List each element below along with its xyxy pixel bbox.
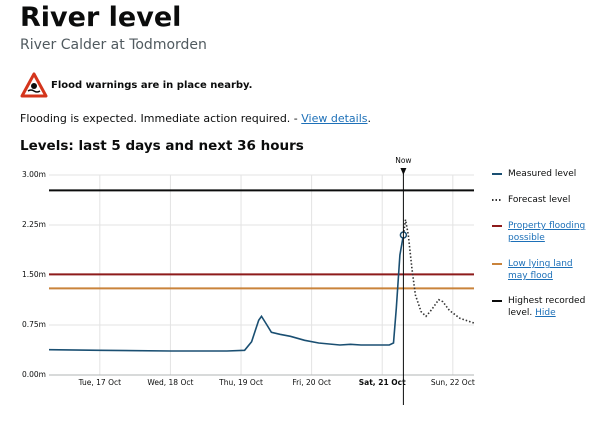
x-tick-label: Tue, 17 Oct [78,378,122,387]
now-label: Now [395,156,411,165]
legend-item: Highest recorded level. Hide [508,295,590,319]
legend-label: Highest recorded level. [508,296,586,318]
legend-label: Forecast level [508,195,571,205]
x-tick-label: Sun, 22 Oct [431,378,475,387]
x-tick-label: Wed, 18 Oct [147,378,193,387]
view-details-link[interactable]: View details [301,112,368,125]
warning-title: Flood warnings are in place nearby. [51,80,253,91]
y-tick-label: 0.75m [22,320,46,329]
legend-label[interactable]: Property flooding possible [508,221,586,243]
warning-icon [20,72,48,98]
series-line [48,234,405,352]
warning-message: Flooding is expected. Immediate action r… [20,112,371,125]
y-tick-label: 3.00m [22,170,46,179]
y-tick-label: 1.50m [22,270,46,279]
x-tick-label: Fri, 20 Oct [292,378,331,387]
y-tick-label: 0.00m [22,370,46,379]
x-tick-label: Sat, 21 Oct [359,378,406,387]
message-text: Flooding is expected. Immediate action r… [20,112,298,125]
legend-label: Measured level [508,169,577,179]
x-tick-label: Thu, 19 Oct [218,378,263,387]
page-subtitle: River Calder at Todmorden [20,37,207,53]
message-end: . [367,112,372,125]
legend-item: Low lying land may flood [508,258,590,282]
legend-label[interactable]: Low lying land may flood [508,259,573,281]
legend-item: Property flooding possible [508,220,590,244]
now-marker [400,168,407,175]
y-tick-label: 2.25m [22,220,46,229]
section-title: Levels: last 5 days and next 36 hours [20,138,304,154]
page-title: River level [20,2,182,33]
hide-link[interactable]: Hide [535,308,556,318]
series-line [402,219,475,324]
